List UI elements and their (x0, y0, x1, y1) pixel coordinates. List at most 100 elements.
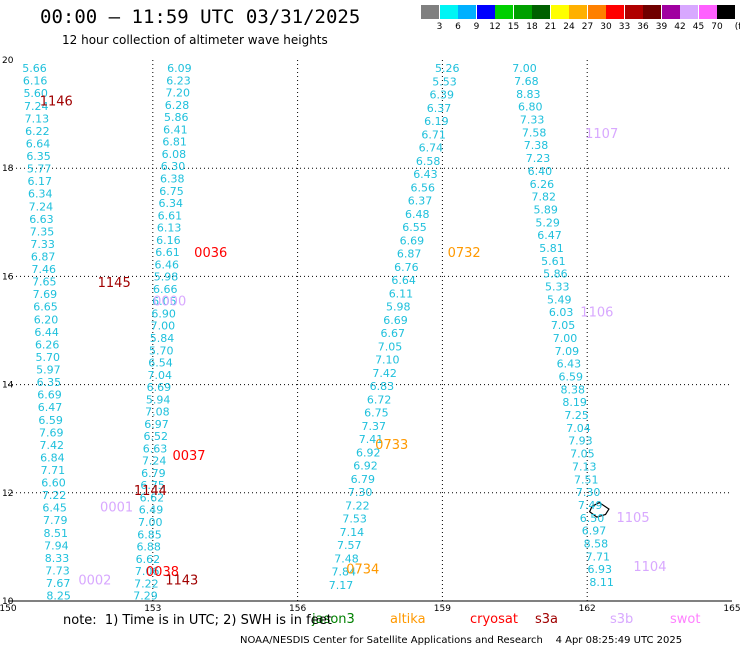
pass-time-label: 1104 (633, 560, 666, 575)
wave-height-value: 7.00 (151, 320, 176, 333)
y-tick-label: 18 (2, 164, 14, 174)
pass-time-label: 1144 (134, 484, 167, 499)
wave-height-value: 7.33 (30, 238, 55, 251)
wave-height-value: 6.45 (42, 502, 67, 515)
wave-height-value: 6.47 (38, 401, 63, 414)
wave-height-value: 7.10 (375, 354, 400, 367)
scale-swatch (661, 5, 680, 19)
x-tick-label: 153 (144, 604, 161, 612)
wave-height-value: 8.19 (562, 396, 587, 409)
wave-height-value: 6.44 (34, 326, 59, 339)
wave-height-value: 7.08 (145, 406, 170, 419)
wave-height-value: 6.19 (424, 115, 449, 128)
scale-swatch (550, 5, 569, 19)
wave-height-value: 6.69 (37, 389, 62, 402)
wave-height-value: 6.16 (23, 75, 48, 88)
wave-height-value: 6.34 (28, 188, 53, 201)
scale-label: 9 (473, 22, 480, 32)
wave-height-value: 6.11 (389, 287, 414, 300)
wave-height-value: 7.22 (42, 489, 67, 502)
wave-height-value: 6.76 (394, 261, 419, 274)
wave-height-value: 7.71 (586, 550, 611, 563)
y-tick-label: 10 (2, 597, 14, 607)
wave-height-value: 6.62 (136, 553, 161, 566)
wave-height-value: 6.97 (582, 525, 607, 538)
wave-height-value: 7.22 (345, 499, 370, 512)
wave-height-value: 8.51 (44, 527, 69, 540)
wave-height-value: 6.28 (165, 99, 190, 112)
scale-swatch (587, 5, 606, 19)
wave-height-value: 8.25 (46, 590, 71, 603)
wave-height-value: 7.35 (30, 225, 55, 238)
wave-height-value: 6.88 (136, 541, 161, 554)
x-tick-label: 159 (434, 604, 451, 612)
footer-note: note: 1) Time is in UTC; 2) SWH is in fe… (63, 613, 332, 628)
wave-height-value: 6.62 (140, 491, 165, 504)
wave-height-value: 6.83 (370, 380, 395, 393)
pass-time-label: 0037 (172, 449, 205, 464)
scale-label: 33 (618, 22, 631, 32)
wave-height-value: 6.37 (427, 102, 452, 115)
wave-height-value: 6.80 (518, 101, 543, 114)
wave-height-value: 6.30 (161, 160, 186, 173)
y-tick-label: 16 (2, 272, 14, 282)
x-tick-label: 165 (723, 604, 740, 612)
wave-height-value: 6.20 (34, 313, 59, 326)
pass-time-label: 1106 (580, 306, 613, 321)
wave-height-map: 150 153 156 159 162 1651012141618205.666.165.… (0, 56, 740, 612)
wave-height-value: 7.23 (526, 152, 551, 165)
scale-swatch (606, 5, 624, 19)
wave-height-value: 6.71 (421, 128, 446, 141)
wave-height-value: 5.26 (435, 62, 460, 75)
wave-height-value: 7.46 (31, 263, 56, 276)
wave-height-value: 6.63 (143, 442, 168, 455)
wave-height-value: 6.92 (353, 460, 378, 473)
wave-height-value: 6.48 (405, 208, 430, 221)
wave-height-value: 5.89 (533, 203, 558, 216)
wave-height-value: 6.79 (141, 467, 166, 480)
wave-height-value: 6.34 (158, 197, 183, 210)
scale-swatch (513, 5, 532, 19)
wave-height-value: 6.23 (166, 74, 191, 87)
wave-height-value: 7.68 (514, 75, 539, 88)
wave-height-value: 6.97 (144, 418, 169, 431)
satellite-s3b: s3b (610, 612, 634, 627)
wave-height-value: 7.20 (166, 87, 191, 100)
wave-height-value: 7.24 (142, 455, 167, 468)
wave-height-value: 7.69 (39, 426, 64, 439)
wave-height-value: 6.35 (26, 150, 51, 163)
wave-height-value: 5.86 (164, 111, 189, 124)
wave-height-value: 6.59 (559, 370, 584, 383)
wave-height-value: 6.58 (416, 155, 441, 168)
wave-height-value: 7.48 (334, 552, 359, 565)
satellite-legend: jason3 altika cryosat s3a s3b swot (0, 612, 740, 632)
wave-height-value: 6.64 (26, 137, 51, 150)
wave-height-value: 7.00 (138, 516, 163, 529)
wave-height-value: 5.53 (432, 75, 457, 88)
wave-height-value: 5.81 (539, 242, 564, 255)
wave-height-value: 6.17 (27, 175, 52, 188)
scale-label: 24 (563, 22, 575, 32)
wave-height-value: 6.87 (31, 250, 56, 263)
scale-swatch (421, 5, 439, 19)
wave-height-value: 6.75 (364, 407, 389, 420)
scale-swatch (532, 5, 550, 19)
wave-height-value: 7.84 (332, 566, 357, 579)
wave-height-value: 7.13 (25, 112, 50, 125)
pass-time-label: 1105 (617, 511, 650, 526)
wave-height-value: 6.92 (356, 446, 381, 459)
wave-height-value: 7.65 (32, 276, 57, 289)
scale-label: 15 (507, 22, 520, 32)
wave-height-value: 7.69 (33, 288, 58, 301)
scale-label: 21 (544, 22, 557, 32)
wave-height-value: 6.65 (33, 301, 58, 314)
wave-height-value: 6.16 (156, 234, 181, 247)
wave-height-value: 6.61 (158, 209, 183, 222)
wave-height-value: 7.24 (24, 100, 49, 113)
wave-height-value: 6.47 (537, 229, 562, 242)
wave-height-value: 5.61 (541, 255, 566, 268)
wave-height-value: 6.50 (580, 512, 605, 525)
scale-swatch (495, 5, 513, 19)
wave-height-value: 7.33 (520, 114, 545, 127)
scale-label: 12 (489, 22, 501, 32)
